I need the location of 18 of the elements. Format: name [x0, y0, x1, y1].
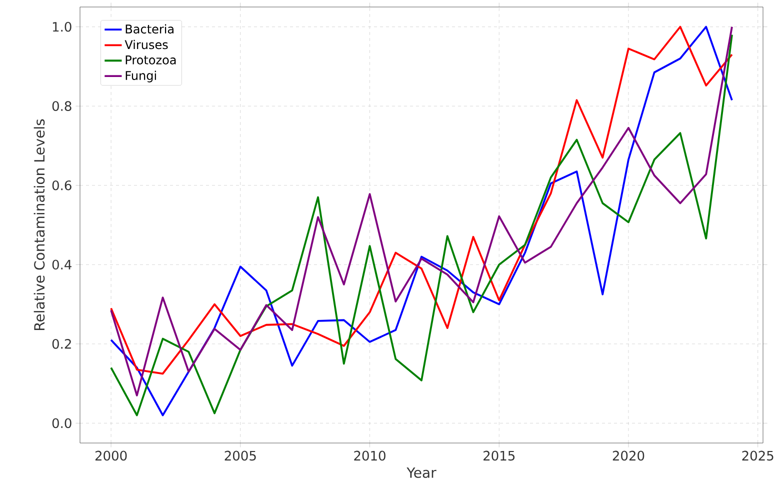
legend-label: Bacteria	[126, 24, 174, 34]
x-tick-label: 2025	[742, 450, 774, 461]
x-tick-label: 2010	[354, 450, 386, 461]
x-axis-title: Year	[406, 467, 436, 478]
y-tick-label: 0.4	[52, 260, 72, 270]
legend-label: Fungi	[126, 70, 156, 82]
y-tick-label: 1.0	[52, 22, 72, 32]
legend-label: Protozoa	[126, 56, 176, 64]
x-tick-label: 2000	[95, 450, 127, 461]
y-tick-label: 0.0	[52, 418, 72, 428]
y-axis-title: Relative Contamination Levels	[34, 119, 45, 330]
x-tick-label: 2020	[612, 450, 644, 461]
y-tick-label: 0.8	[52, 101, 72, 112]
legend-label: Viruses	[124, 40, 168, 50]
y-tick-label: 0.2	[52, 338, 71, 349]
x-tick-label: 2005	[224, 450, 256, 461]
y-tick-label: 0.6	[52, 180, 72, 190]
x-tick-label: 2015	[484, 450, 515, 461]
